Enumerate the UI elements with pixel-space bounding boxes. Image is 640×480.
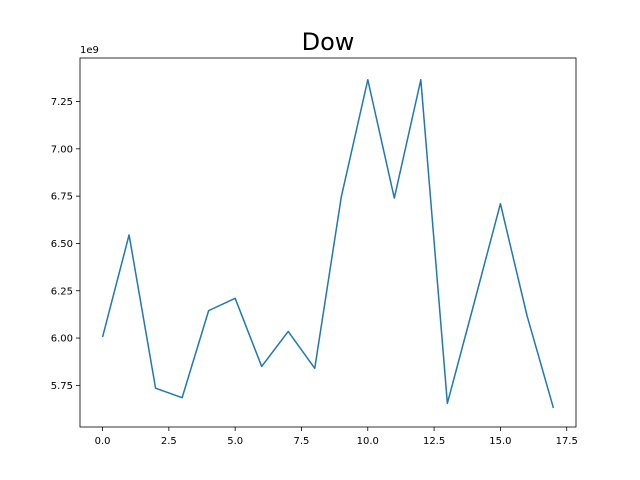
y-tick-label: 5.75 <box>51 381 73 392</box>
x-tick-label: 5.0 <box>227 436 243 447</box>
x-tick-label: 12.5 <box>423 436 445 447</box>
y-tick-label: 7.25 <box>51 97 73 108</box>
plot-area: 0.0 2.5 5.0 7.5 10.0 12.5 15.0 17.5 5.75 6.00 6.25… <box>51 57 578 447</box>
series-line-0 <box>101 79 555 409</box>
x-tick-label: 10.0 <box>357 436 379 447</box>
x-tick-label: 2.5 <box>161 436 177 447</box>
x-tick-label: 17.5 <box>556 436 578 447</box>
chart-title: Dow <box>302 28 355 56</box>
x-tick-label: 15.0 <box>489 436 511 447</box>
y-tick-label: 6.50 <box>51 239 73 250</box>
y-tick-label: 6.00 <box>51 334 73 345</box>
y-tick-label: 6.75 <box>51 192 73 203</box>
y-offset-label: 1e9 <box>80 45 99 56</box>
x-tick-label: 0.0 <box>95 436 111 447</box>
axes-frame <box>79 57 577 428</box>
y-tick-label: 7.00 <box>51 144 73 155</box>
y-tick-label: 6.25 <box>51 286 73 297</box>
x-tick-label: 7.5 <box>294 436 310 447</box>
